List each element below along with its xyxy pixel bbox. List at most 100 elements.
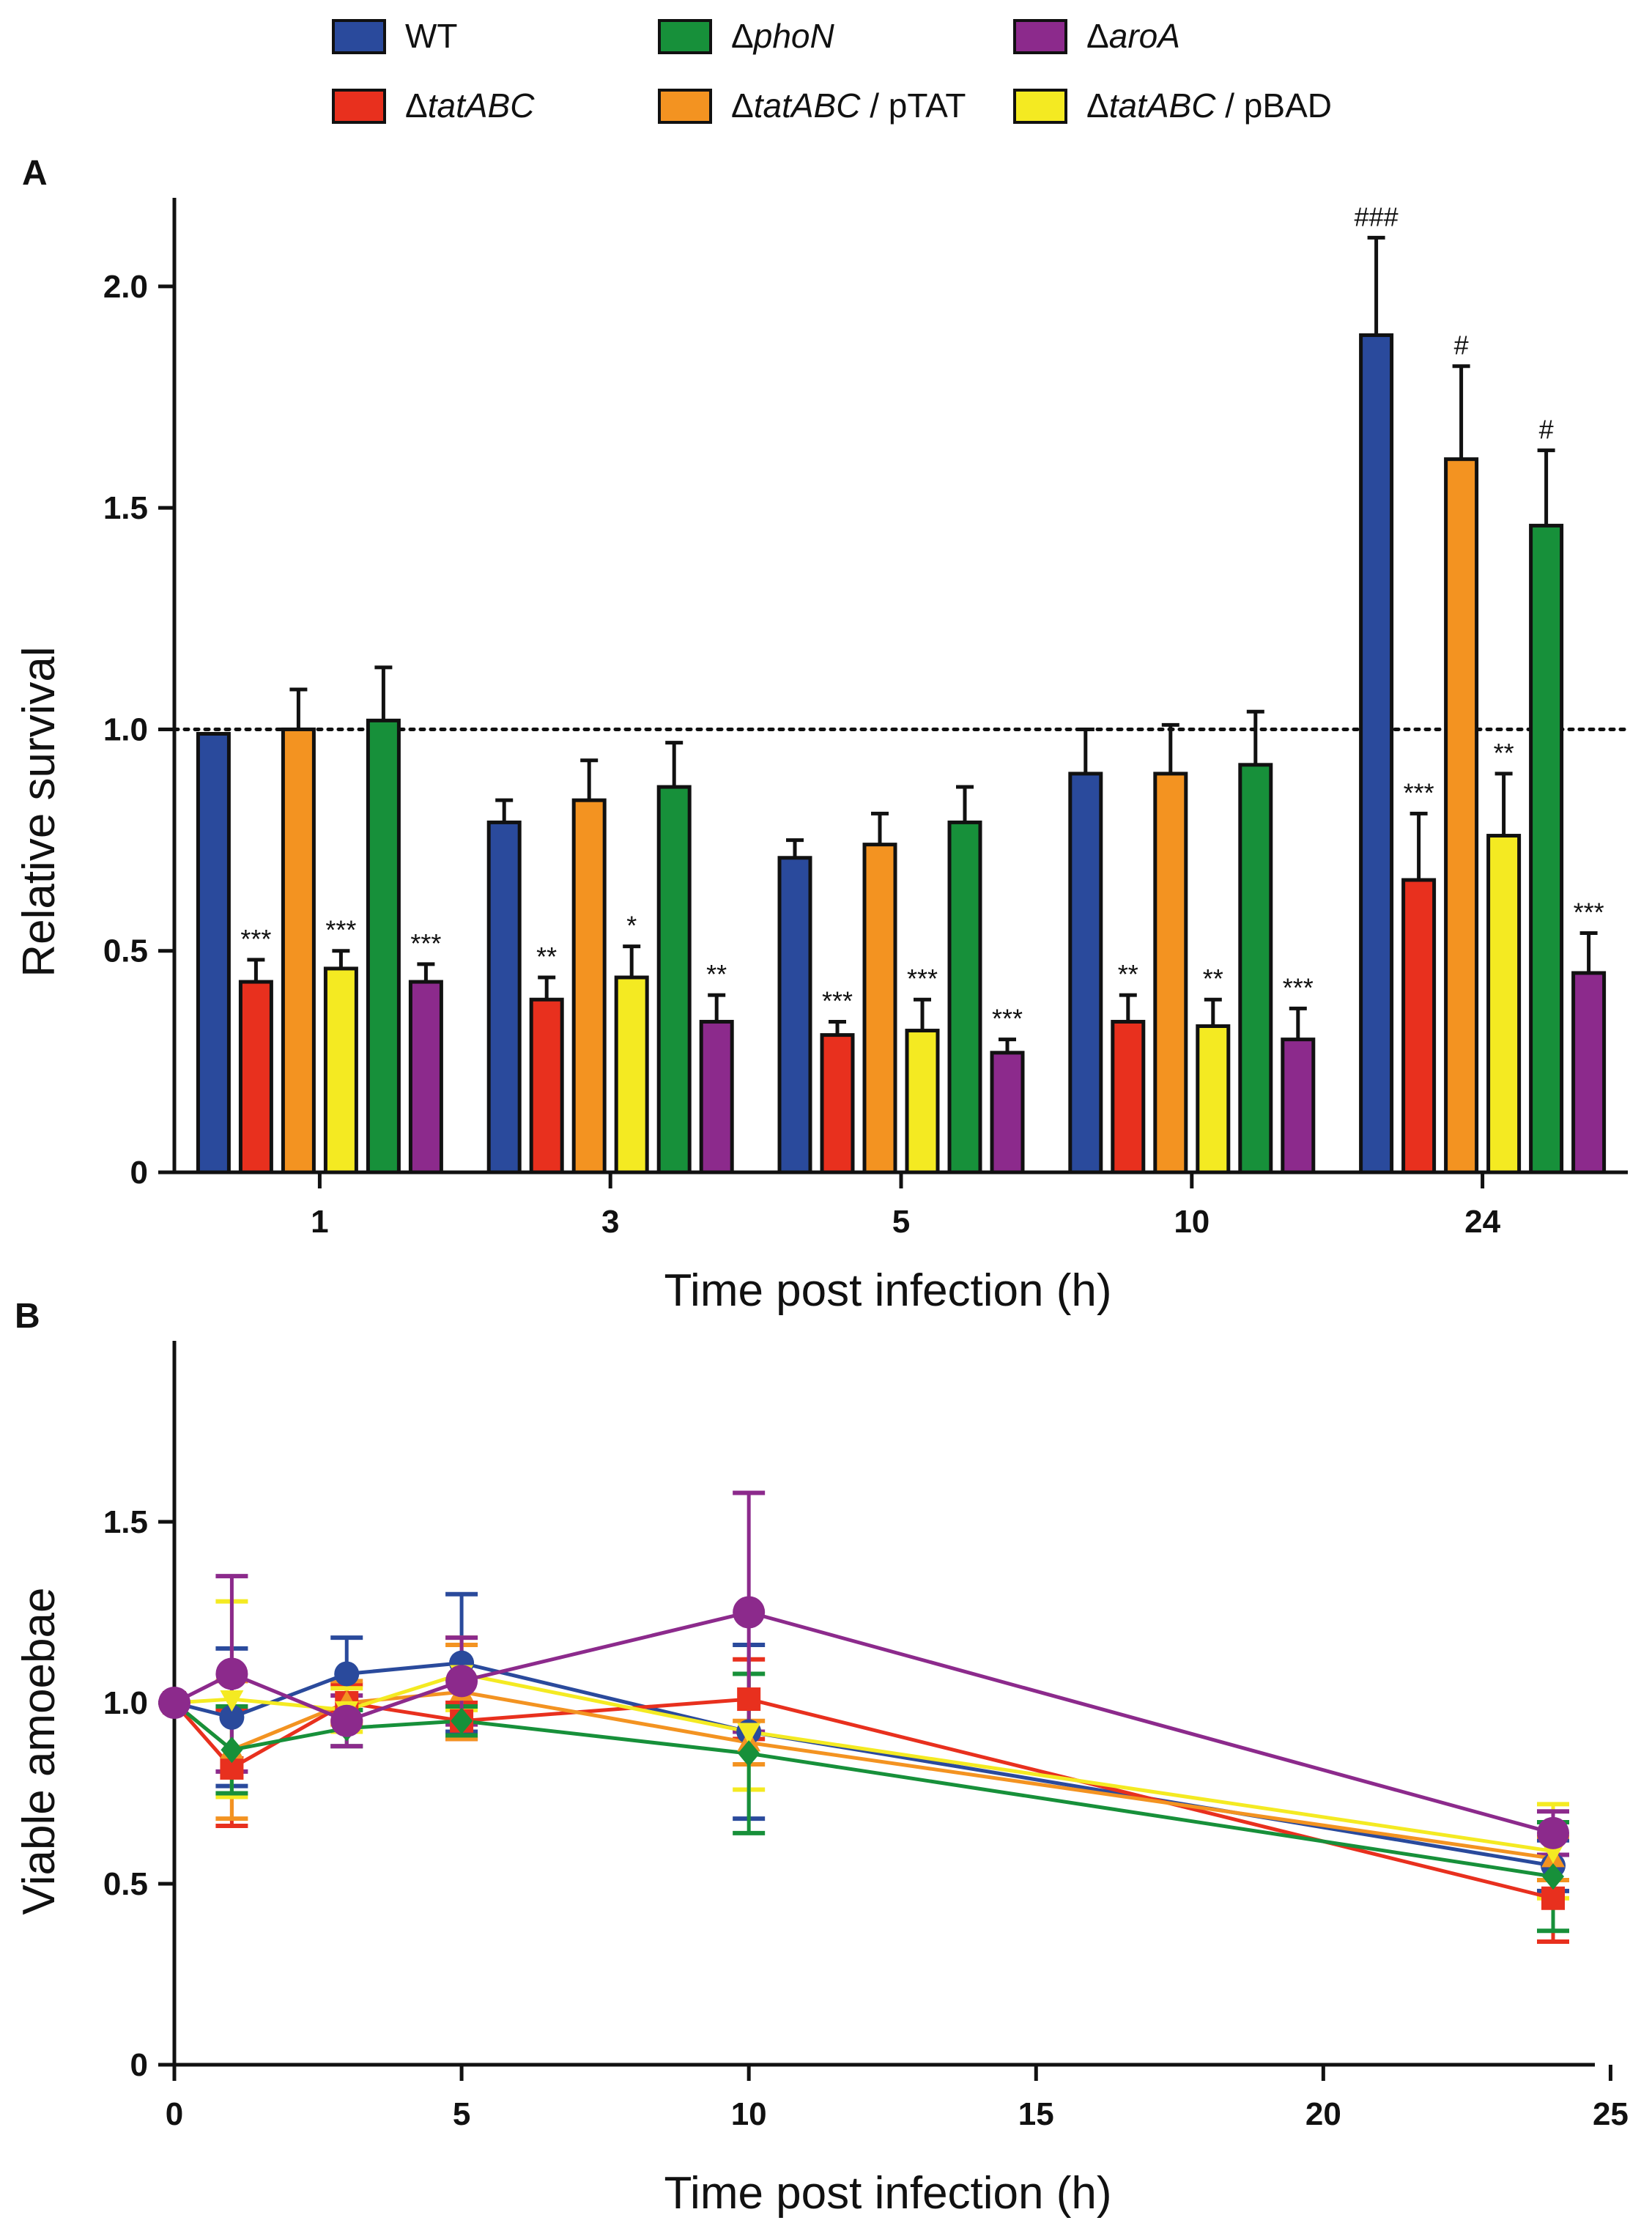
bar-phon xyxy=(1529,523,1564,1175)
legend-gene: tatABC xyxy=(428,86,536,125)
significance-aroa: *** xyxy=(1283,972,1314,1002)
legend-gene: tatABC xyxy=(1109,86,1217,125)
bar-ptat xyxy=(1153,772,1188,1175)
point-phon xyxy=(451,1707,473,1734)
chart-a-xlabel: Time post infection (h) xyxy=(664,1265,1111,1316)
significance-aroa: *** xyxy=(1574,898,1604,928)
point-wt xyxy=(334,1661,360,1687)
x-tick-label: 25 xyxy=(1593,2096,1629,2132)
legend-swatch-wt xyxy=(332,19,386,54)
legend-suffix: / pTAT xyxy=(860,86,966,125)
x-tick-label: 0 xyxy=(166,2096,183,2132)
legend-prefix: Δ xyxy=(1086,86,1109,125)
bar-tatabc xyxy=(1111,1019,1146,1175)
bar-ptat xyxy=(281,727,316,1175)
significance-tatabc: ** xyxy=(536,942,557,972)
chart-b-ylabel: Viable amoebae xyxy=(14,1588,64,1915)
significance-aroa: ** xyxy=(706,959,727,989)
point-pbad xyxy=(220,1690,244,1712)
significance-tatabc: *** xyxy=(822,985,853,1016)
y-tick-label: 2.0 xyxy=(103,269,148,305)
point-aroa xyxy=(215,1657,248,1690)
bar-ptat xyxy=(1444,457,1479,1175)
bar-wt xyxy=(486,820,522,1175)
point-phon xyxy=(738,1740,760,1767)
significance-aroa: *** xyxy=(410,928,441,958)
significance-phon: # xyxy=(1539,415,1554,445)
series-line-phon xyxy=(173,1701,1554,1879)
y-tick-label: 0.5 xyxy=(103,933,148,969)
bar-aroa xyxy=(1571,971,1607,1175)
legend-swatch-phon xyxy=(658,19,712,54)
series-line-pbad xyxy=(174,1671,1554,1854)
x-tick-label: 24 xyxy=(1464,1204,1500,1240)
significance-pbad: *** xyxy=(907,963,938,994)
point-tatabc xyxy=(737,1687,761,1712)
bar-pbad xyxy=(1486,834,1522,1175)
series-line-wt xyxy=(174,1661,1554,1868)
bar-pbad xyxy=(1196,1024,1231,1175)
y-tick-label: 0 xyxy=(130,1155,148,1191)
y-tick-label: 0.5 xyxy=(103,1866,148,1902)
bar-ptat xyxy=(571,798,607,1175)
x-tick-label: 3 xyxy=(601,1204,619,1240)
bar-wt xyxy=(196,732,231,1175)
x-tick-label: 5 xyxy=(453,2096,470,2132)
significance-pbad: * xyxy=(626,911,637,941)
x-tick-label: 1 xyxy=(311,1204,328,1240)
significance-tatabc: ** xyxy=(1118,959,1138,989)
bar-phon xyxy=(1238,763,1273,1175)
chart-b: 0 0.5 1.0 1.5 0 5 10 15 20 25 xyxy=(103,1341,1629,2132)
significance-pbad: *** xyxy=(325,915,356,945)
bar-ptat xyxy=(862,843,897,1175)
point-aroa xyxy=(445,1665,478,1698)
panel-a-label: A xyxy=(22,154,48,193)
point-aroa xyxy=(158,1687,190,1719)
bar-wt xyxy=(1068,772,1103,1175)
y-tick-label: 1.5 xyxy=(103,490,148,526)
y-tick-label: 1.0 xyxy=(103,711,148,747)
legend-swatch-aroa xyxy=(1013,19,1067,54)
legend-gene: tatABC xyxy=(754,86,862,125)
point-tatabc xyxy=(1541,1886,1565,1910)
point-phon xyxy=(1542,1863,1564,1890)
chart-a-ylabel: Relative survival xyxy=(14,646,64,977)
x-tick-label: 10 xyxy=(1174,1204,1210,1240)
bar-aroa xyxy=(408,980,443,1175)
significance-tatabc: *** xyxy=(240,924,271,954)
bar-tatabc xyxy=(238,980,273,1175)
panel-b-label: B xyxy=(15,1297,40,1336)
significance-pbad: ** xyxy=(1203,963,1223,994)
legend-label-aroa: ΔaroA xyxy=(1086,17,1180,55)
bar-phon xyxy=(366,718,401,1175)
bar-tatabc xyxy=(1401,878,1437,1175)
legend-swatch-ptat xyxy=(658,89,712,124)
point-pbad xyxy=(737,1723,761,1745)
legend-label-phon: ΔphoN xyxy=(731,17,834,55)
point-aroa xyxy=(1537,1816,1569,1849)
significance-aroa: *** xyxy=(992,1004,1023,1034)
legend-gene: aroA xyxy=(1109,17,1180,55)
series-line-aroa xyxy=(173,1610,1554,1835)
legend-prefix: Δ xyxy=(731,17,754,55)
bar-pbad xyxy=(323,966,358,1175)
legend-label-ptat: ΔtatABC / pTAT xyxy=(731,86,966,125)
bar-aroa xyxy=(1281,1037,1316,1175)
legend-gene: phoN xyxy=(752,17,835,55)
point-aroa xyxy=(733,1596,766,1629)
legend-label-tatabc: ΔtatABC xyxy=(405,86,535,125)
significance-ptat: # xyxy=(1454,330,1469,360)
y-tick-label: 1.0 xyxy=(103,1685,148,1721)
legend-prefix: Δ xyxy=(405,86,428,125)
bar-phon xyxy=(656,785,692,1175)
point-phon xyxy=(221,1736,243,1764)
bar-aroa xyxy=(990,1051,1025,1175)
bar-wt xyxy=(777,856,812,1175)
point-aroa xyxy=(330,1704,363,1737)
x-tick-label: 5 xyxy=(892,1204,910,1240)
bar-wt xyxy=(1359,333,1394,1175)
legend-suffix: WT xyxy=(405,17,458,55)
x-tick-label: 20 xyxy=(1305,2096,1341,2132)
